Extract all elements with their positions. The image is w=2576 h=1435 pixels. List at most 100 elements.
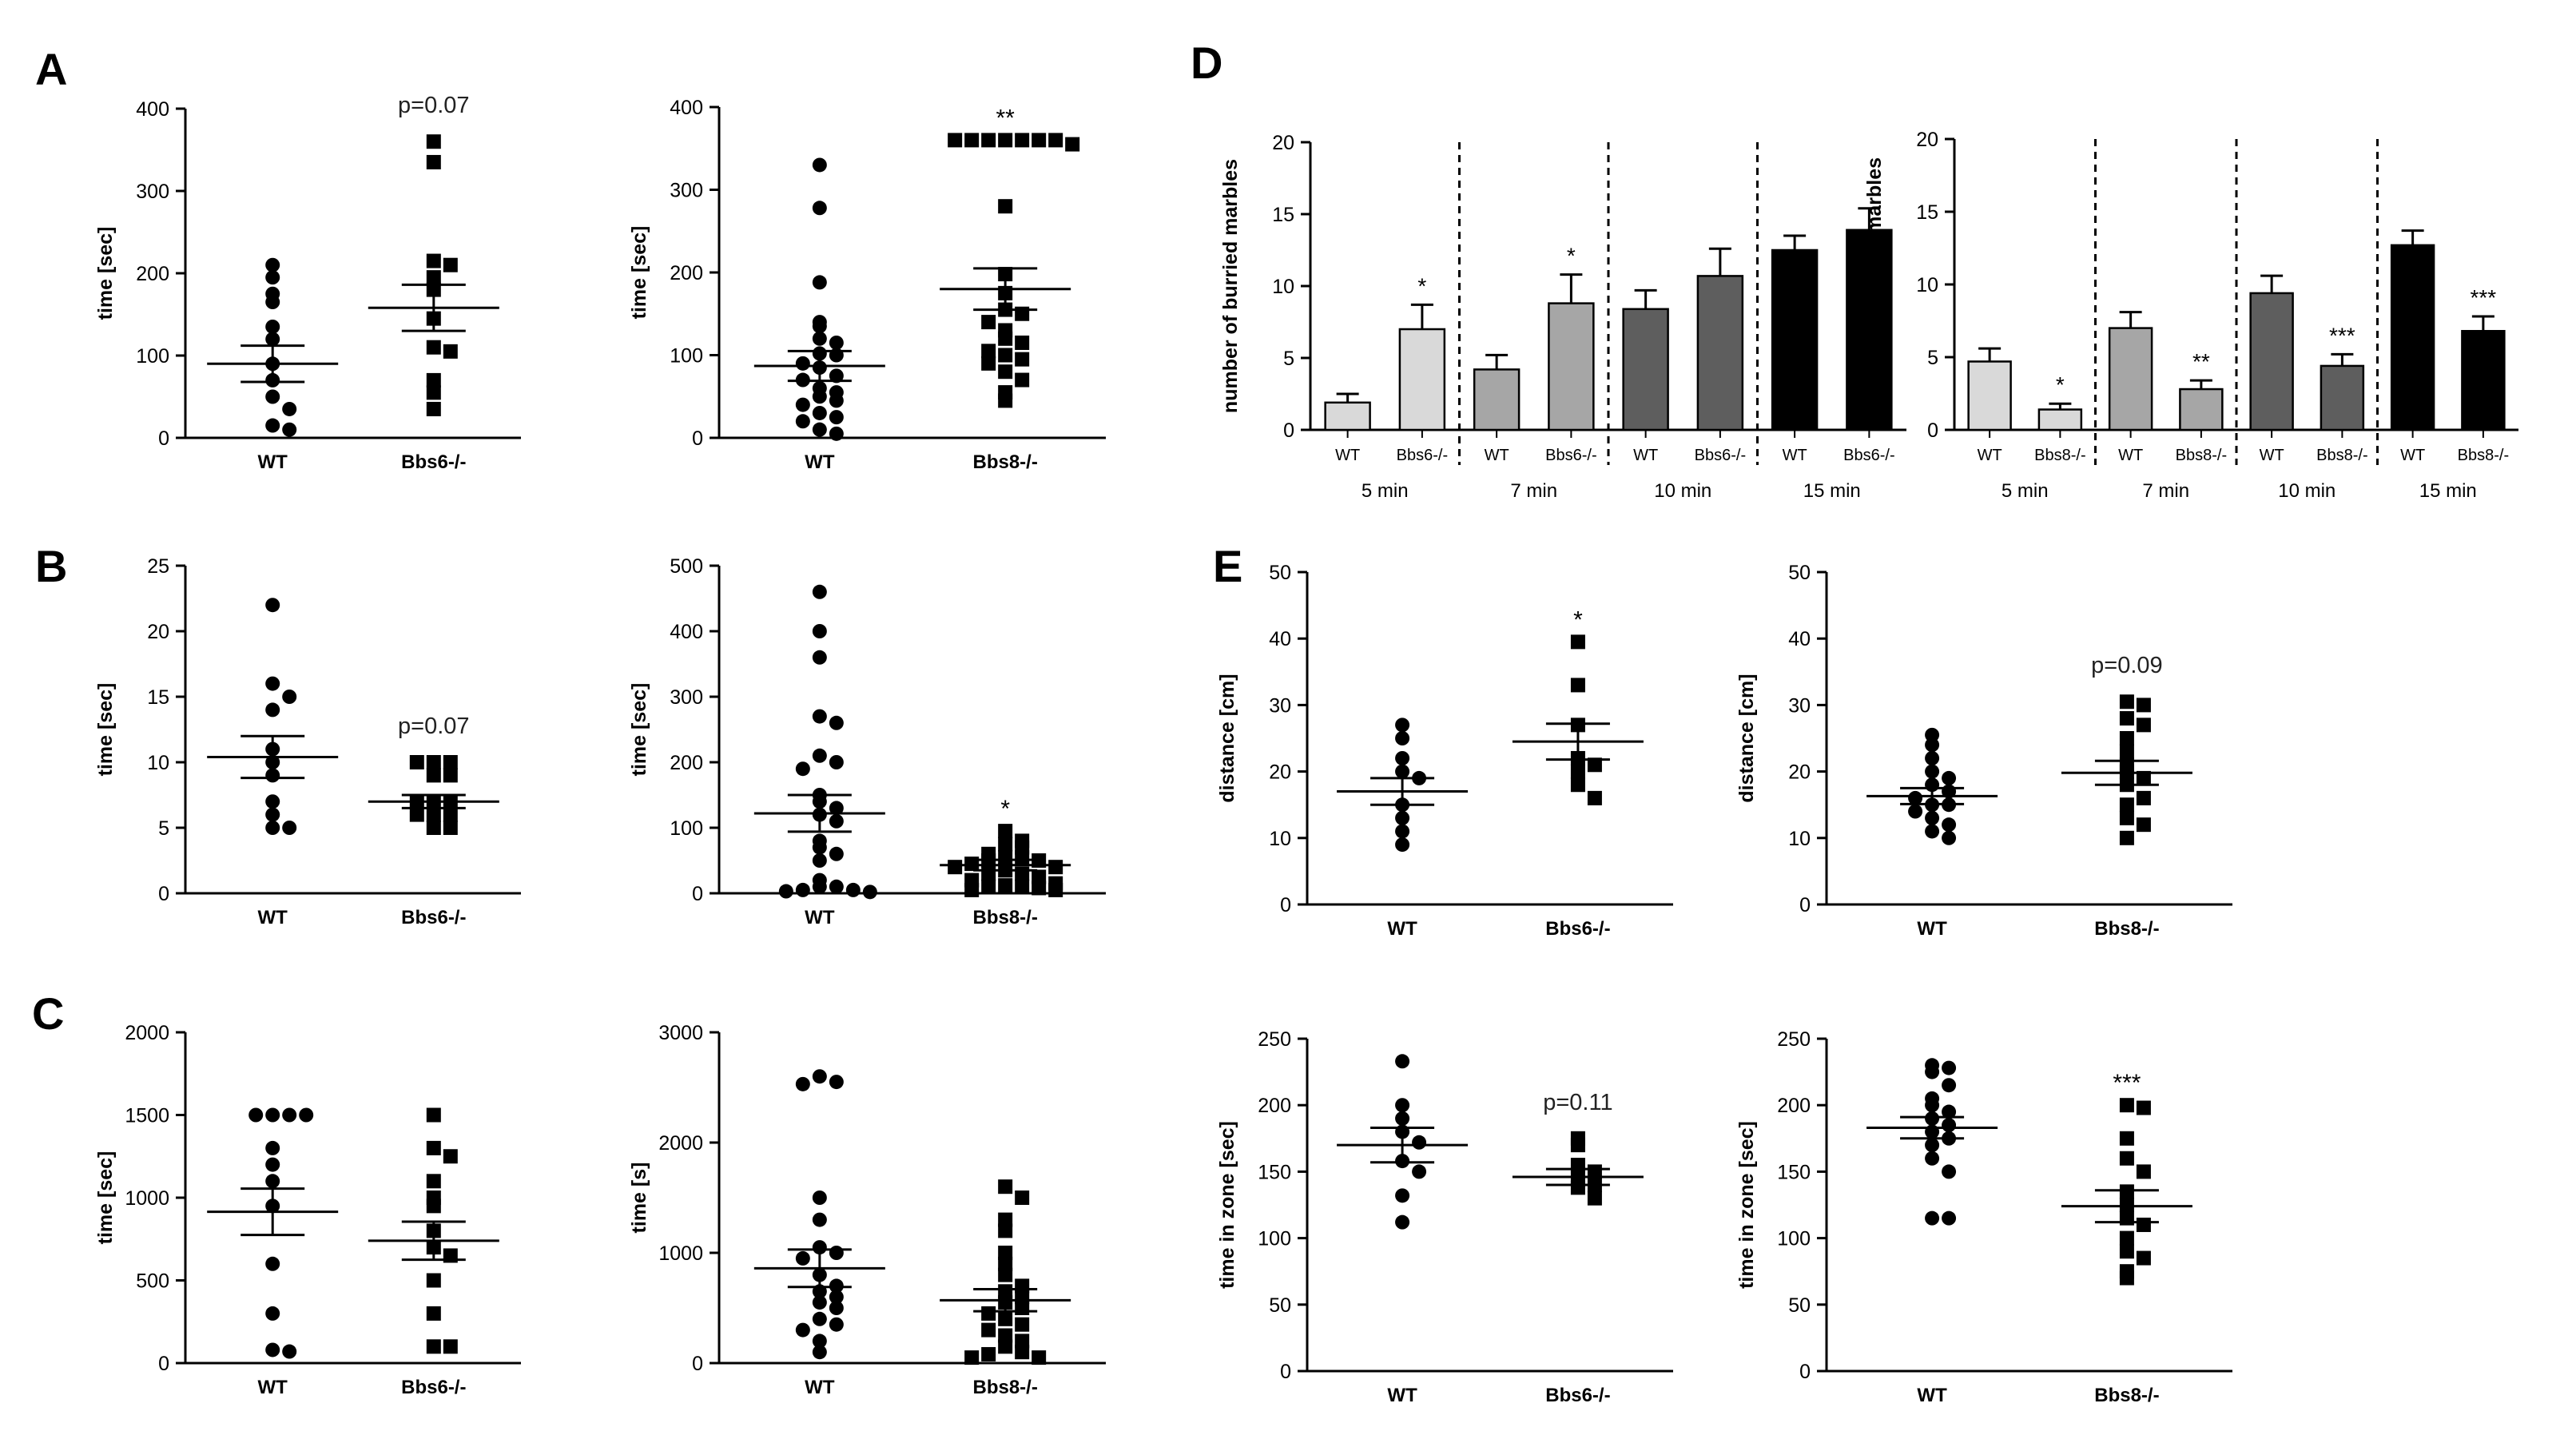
y-tick-label: 5 bbox=[1927, 347, 1938, 369]
data-point-square bbox=[1015, 1317, 1030, 1332]
data-point-square bbox=[443, 768, 458, 783]
y-tick-label: 10 bbox=[1272, 276, 1294, 298]
panel-letter-c: C bbox=[32, 988, 65, 1039]
data-point-square bbox=[981, 1306, 996, 1321]
data-point-square bbox=[998, 1246, 1013, 1260]
data-point-square bbox=[2136, 1217, 2151, 1232]
scatter-plot-A1: 0 100 200 300 400 time [sec] WT Bbs6-/- p=0.07 bbox=[94, 93, 521, 473]
bar bbox=[2390, 244, 2435, 431]
data-point-square bbox=[1015, 1301, 1030, 1315]
y-tick-label: 10 bbox=[1788, 828, 1811, 850]
data-point-square bbox=[981, 1322, 996, 1338]
y-tick-label: 20 bbox=[1788, 761, 1811, 784]
data-point-circle bbox=[1925, 764, 1940, 779]
data-point-circle bbox=[795, 1322, 810, 1338]
y-axis-title: number of burried marbles bbox=[1863, 157, 1886, 411]
significance-star: * bbox=[2056, 372, 2065, 397]
y-tick-label: 1500 bbox=[125, 1105, 169, 1127]
data-point-circle bbox=[812, 1345, 827, 1360]
data-point-square bbox=[443, 344, 458, 359]
data-point-circle bbox=[1395, 750, 1410, 765]
x-category-label: WT bbox=[1917, 1385, 1947, 1406]
data-point-square bbox=[1032, 869, 1047, 884]
significance-annotation: p=0.09 bbox=[2091, 653, 2163, 678]
bar bbox=[1324, 401, 1371, 431]
data-point-circle bbox=[829, 1246, 844, 1260]
data-point-square bbox=[998, 1179, 1013, 1195]
data-point-square bbox=[426, 1198, 441, 1214]
x-category-label: Bbs6-/- bbox=[1397, 447, 1448, 464]
data-point-circle bbox=[812, 840, 827, 855]
x-category-label: Bbs8-/- bbox=[972, 1377, 1037, 1398]
data-point-square bbox=[443, 807, 458, 822]
data-point-circle bbox=[265, 319, 280, 334]
data-point-square bbox=[1015, 849, 1030, 865]
data-point-square bbox=[998, 824, 1013, 839]
bar bbox=[2320, 364, 2365, 431]
data-point-circle bbox=[265, 598, 280, 613]
y-tick-label: 0 bbox=[1799, 894, 1811, 916]
y-tick-label: 30 bbox=[1269, 694, 1291, 717]
data-point-square bbox=[1015, 1334, 1030, 1349]
data-point-circle bbox=[812, 1240, 827, 1255]
data-point-circle bbox=[282, 422, 297, 437]
data-point-circle bbox=[1395, 1188, 1410, 1203]
time-group-label: 7 min bbox=[2142, 480, 2189, 502]
data-point-square bbox=[981, 133, 996, 148]
data-point-square bbox=[426, 755, 441, 769]
data-point-circle bbox=[812, 405, 827, 420]
bar bbox=[1622, 308, 1669, 431]
y-tick-label: 250 bbox=[1258, 1028, 1291, 1051]
data-point-circle bbox=[812, 275, 827, 290]
y-tick-label: 50 bbox=[1788, 1294, 1811, 1317]
data-point-square bbox=[1032, 133, 1047, 148]
data-point-circle bbox=[812, 624, 827, 638]
data-point-circle bbox=[1908, 790, 1923, 805]
data-point-circle bbox=[1395, 1098, 1410, 1113]
x-category-label: WT bbox=[2400, 447, 2425, 464]
y-tick-label: 1000 bbox=[125, 1187, 169, 1210]
data-point-circle bbox=[812, 1191, 827, 1205]
data-point-circle bbox=[812, 584, 827, 599]
data-point-square bbox=[443, 1339, 458, 1354]
y-tick-label: 20 bbox=[1269, 761, 1291, 784]
y-tick-label: 10 bbox=[147, 752, 169, 774]
y-tick-label: 500 bbox=[136, 1270, 169, 1293]
data-point-square bbox=[443, 821, 458, 835]
data-point-square bbox=[426, 1339, 441, 1354]
data-point-circle bbox=[1908, 804, 1923, 819]
data-point-circle bbox=[265, 1157, 280, 1172]
data-point-square bbox=[948, 133, 963, 148]
data-point-square bbox=[443, 257, 458, 272]
x-category-label: Bbs6-/- bbox=[1545, 1385, 1610, 1406]
x-category-label: WT bbox=[2118, 447, 2143, 464]
data-point-square bbox=[1570, 634, 1585, 650]
data-point-circle bbox=[795, 356, 810, 371]
data-point-square bbox=[1570, 678, 1585, 693]
data-point-square bbox=[998, 393, 1013, 408]
x-category-label: WT bbox=[1978, 447, 2002, 464]
data-point-circle bbox=[1942, 770, 1957, 785]
bar bbox=[1548, 302, 1595, 431]
data-point-square bbox=[1015, 1191, 1030, 1205]
data-point-square bbox=[409, 807, 424, 822]
x-category-label: Bbs6-/- bbox=[1695, 447, 1746, 464]
data-point-square bbox=[1048, 860, 1063, 875]
bar bbox=[1696, 275, 1744, 431]
data-point-circle bbox=[1925, 1064, 1940, 1079]
significance-annotation: ** bbox=[996, 105, 1015, 131]
data-point-square bbox=[998, 1339, 1013, 1354]
y-tick-label: 1000 bbox=[658, 1242, 703, 1265]
data-point-circle bbox=[1395, 824, 1410, 839]
y-tick-label: 100 bbox=[670, 817, 703, 840]
data-point-square bbox=[2119, 1230, 2134, 1246]
data-point-square bbox=[998, 1256, 1013, 1271]
data-point-square bbox=[1015, 866, 1030, 881]
y-tick-label: 2000 bbox=[125, 1022, 169, 1044]
data-point-square bbox=[1048, 133, 1063, 148]
data-point-circle bbox=[812, 853, 827, 868]
significance-star: * bbox=[1567, 244, 1576, 268]
x-category-label: Bbs6-/- bbox=[401, 907, 466, 928]
y-tick-label: 0 bbox=[158, 883, 169, 905]
